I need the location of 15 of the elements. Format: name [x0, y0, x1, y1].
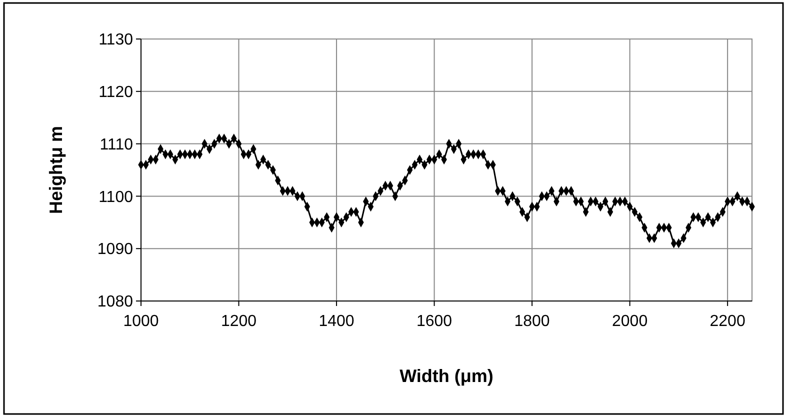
x-tick-label: 1000 — [123, 313, 159, 330]
y-tick-label: 1080 — [97, 294, 134, 311]
x-tick-label: 1800 — [514, 313, 550, 330]
y-tick-label: 1100 — [98, 188, 134, 206]
y-tick-label: 1090 — [97, 241, 134, 258]
x-axis-title: Width (μm) — [400, 366, 494, 386]
y-axis-title: Heightμ m — [46, 126, 66, 214]
x-tick-label: 2200 — [710, 313, 746, 330]
x-tick-label: 1200 — [220, 313, 257, 330]
y-tick-label: 1120 — [98, 84, 134, 101]
y-tick-label: 1130 — [98, 32, 134, 49]
y-tick-label: 1110 — [100, 136, 134, 154]
x-tick-label: 1400 — [318, 313, 354, 330]
x-tick-label: 2000 — [612, 313, 648, 330]
x-tick-label: 1600 — [416, 313, 452, 330]
